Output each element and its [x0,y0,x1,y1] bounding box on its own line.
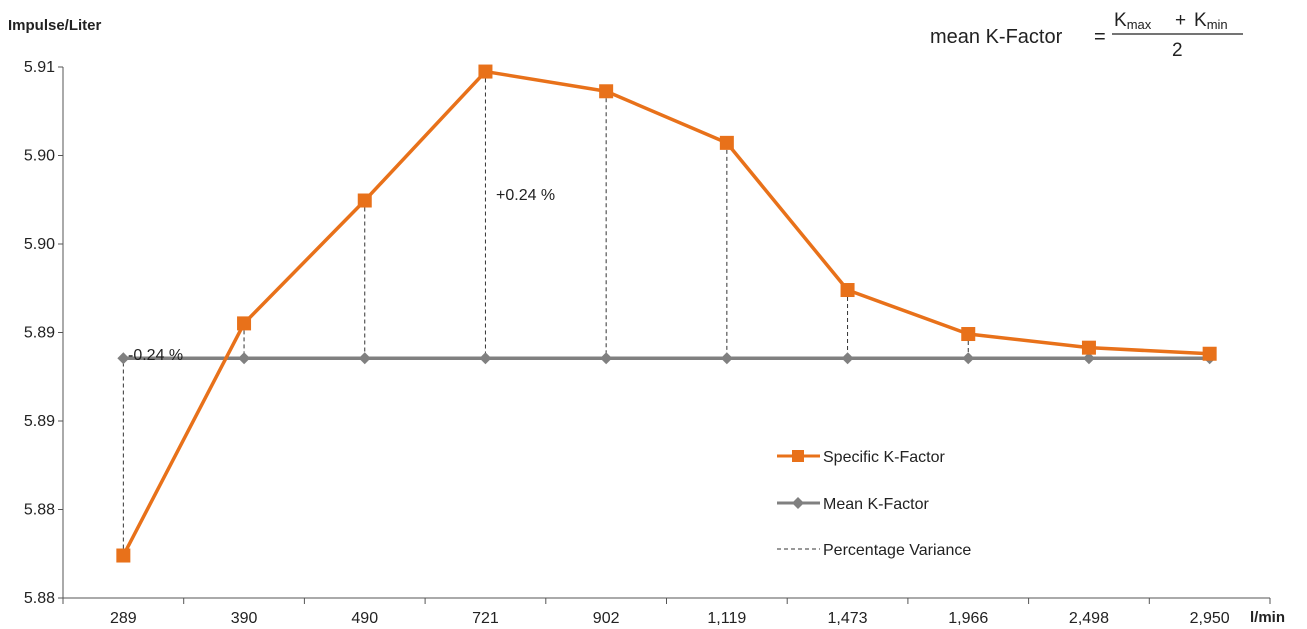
legend-label-specific: Specific K-Factor [823,449,945,466]
annotation-min-variance: -0.24 % [128,347,183,364]
series-layer [116,64,1217,563]
x-tick-label: 902 [593,610,620,627]
mean-k-factor-marker [720,352,733,365]
x-tick-label: 721 [472,610,499,627]
formula-plus: + [1175,10,1186,31]
specific-k-factor-marker [1202,346,1217,361]
formula-k-max-sub: max [1127,17,1152,32]
legend-label-mean: Mean K-Factor [823,496,929,513]
y-tick-label: 5.89 [24,413,55,430]
specific-k-factor-line [121,69,1210,557]
y-axis-title: Impulse/Liter [8,17,102,34]
x-tick-label: 1,119 [707,610,746,627]
formula-k-max: Kmax [1114,10,1152,32]
specific-k-factor-marker [357,193,372,208]
formula-denominator: 2 [1172,40,1183,61]
x-tick-label: 1,966 [948,610,988,627]
y-tick-label: 5.88 [24,590,55,607]
x-axis-title: l/min [1250,609,1285,626]
x-tick-label: 1,473 [828,610,868,627]
axes: 5.88 5.88 5.89 5.89 5.90 5.90 5.91 289 390 490 721… [24,59,1271,627]
formula-k-min: Kmin [1194,10,1228,32]
mean-k-factor-marker [117,352,130,365]
annotation-max-variance: +0.24 % [496,187,555,204]
formula-k-min-sub: min [1207,17,1228,32]
legend: Specific K-Factor Mean K-Factor Percenta… [777,449,971,559]
legend-marker-mean [792,497,804,509]
y-tick-label: 5.90 [24,236,55,253]
x-tick-label: 490 [351,610,378,627]
y-tick-label: 5.89 [24,325,55,342]
legend-marker-specific [792,450,804,462]
formula-equals: = [1094,26,1106,48]
y-tick-label: 5.91 [24,59,55,76]
x-tick-label: 2,498 [1069,610,1109,627]
mean-k-factor-marker [358,352,371,365]
specific-k-factor-marker [961,327,976,342]
formula-k-max-letter: K [1114,10,1127,31]
specific-k-factor-marker [719,135,734,150]
specific-k-factor-marker [478,64,493,79]
mean-k-factor-marker [1082,352,1095,365]
mean-k-factor-marker [238,352,251,365]
mean-k-factor-formula: mean K-Factor = Kmax + Kmin 2 [930,10,1243,61]
specific-k-factor-marker [237,316,252,331]
x-tick-label: 289 [110,610,137,627]
mean-k-factor-marker [962,352,975,365]
formula-k-min-letter: K [1194,10,1207,31]
specific-k-factor-marker [599,84,614,99]
x-tick-label: 2,950 [1190,610,1230,627]
mean-k-factor-marker [479,352,492,365]
specific-k-factor-marker [840,283,855,298]
variance-lines [122,71,1211,556]
x-tick-label: 390 [231,610,258,627]
legend-label-variance: Percentage Variance [823,542,971,559]
y-tick-label: 5.90 [24,148,55,165]
y-tick-label: 5.88 [24,502,55,519]
formula-lhs: mean K-Factor [930,26,1063,48]
specific-k-factor-marker [116,548,131,563]
mean-k-factor-marker [600,352,613,365]
specific-k-factor-marker [1081,340,1096,355]
mean-k-factor-marker [841,352,854,365]
